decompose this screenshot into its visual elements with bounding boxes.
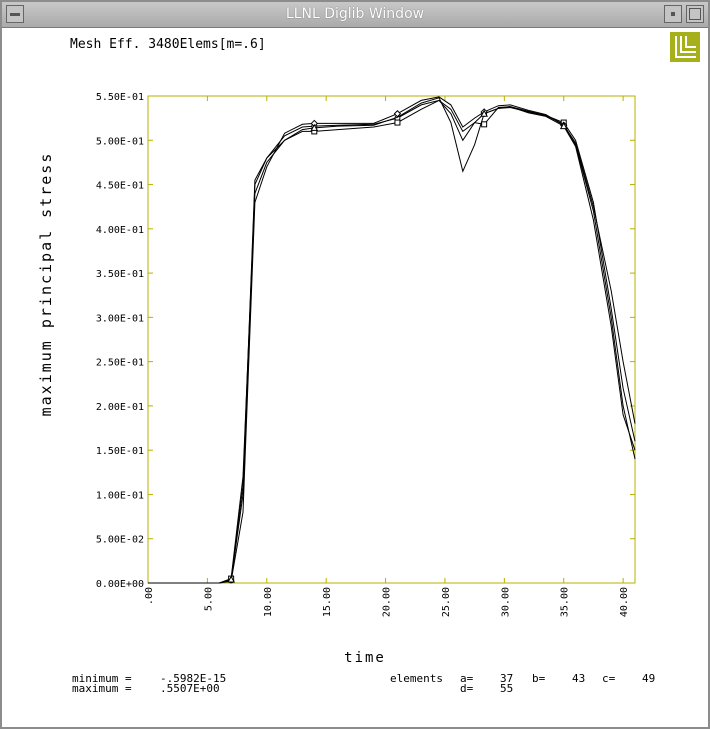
x-tick-label: 25.00 [441, 587, 452, 617]
y-axis-label: maximum principal stress [37, 152, 55, 417]
y-tick-label: 0.00E+00 [96, 579, 144, 590]
element-c-value: 49 [642, 672, 655, 685]
element-a-value: 37 [500, 672, 513, 685]
y-tick-label: 5.00E-02 [96, 535, 144, 546]
window-title: LLNL Diglib Window [285, 6, 425, 22]
y-tick-label: 2.00E-01 [96, 402, 144, 413]
minimum-label: minimum = [72, 672, 132, 685]
element-b-label: b= [532, 672, 546, 685]
x-axis: .00 5.00 10.00 15.00 20.00 25.00 30.00 35.00 40.… [144, 96, 630, 617]
y-tick-label: 5.50E-01 [96, 92, 144, 103]
series-line-a [148, 99, 636, 584]
series-line-d [148, 97, 636, 584]
y-tick-label: 3.50E-01 [96, 269, 144, 280]
series-line-c [148, 96, 636, 584]
x-tick-label: 10.00 [263, 587, 274, 617]
y-tick-label: 1.00E-01 [96, 490, 144, 501]
x-tick-label: 40.00 [619, 587, 630, 617]
series-marker-d [310, 123, 319, 131]
series-marker-b [394, 119, 401, 126]
y-tick-label: 3.00E-01 [96, 313, 144, 324]
minimize-icon[interactable] [664, 5, 682, 23]
chart-title: Mesh Eff. 3480Elems[m=.6] [70, 37, 266, 52]
x-tick-label: 5.00 [203, 587, 214, 611]
maximum-label: maximum = [72, 682, 132, 695]
series-marker-d [227, 575, 235, 583]
series-line-b [148, 99, 636, 584]
series-marker-d [480, 109, 488, 117]
minimum-value: -.5982E-15 [160, 672, 226, 685]
window-menu-icon[interactable] [6, 5, 24, 23]
maximize-icon[interactable] [686, 5, 704, 23]
element-b-value: 43 [572, 672, 585, 685]
title-bar[interactable]: LLNL Diglib Window [2, 2, 708, 28]
y-tick-label: 5.00E-01 [96, 136, 144, 147]
element-d-label: d= [460, 682, 474, 695]
llnl-logo-icon [670, 32, 700, 62]
y-tick-label: 4.00E-01 [96, 225, 144, 236]
series-marker-d [559, 122, 568, 130]
element-c-label: c= [602, 672, 616, 685]
elements-label: elements [390, 672, 443, 685]
x-tick-label: .00 [144, 587, 155, 605]
x-axis-label: time [344, 650, 386, 666]
elements-block: elements a= 37 b= 43 c= 49 d= 55 [390, 672, 655, 695]
y-axis: 0.00E+00 5.00E-02 1.00E-01 1.50E-01 2.00E-01… [96, 92, 635, 590]
stats-block: minimum = -.5982E-15 maximum = .5507E+00 [72, 672, 226, 695]
x-tick-label: 15.00 [322, 587, 333, 617]
y-tick-label: 1.50E-01 [96, 446, 144, 457]
series-marker-b [481, 121, 488, 128]
x-tick-label: 35.00 [560, 587, 571, 617]
element-d-value: 55 [500, 682, 513, 695]
x-tick-label: 30.00 [500, 587, 511, 617]
y-tick-label: 4.50E-01 [96, 181, 144, 192]
maximum-value: .5507E+00 [160, 682, 220, 695]
series-layer [148, 96, 636, 584]
x-tick-label: 20.00 [382, 587, 393, 617]
element-a-label: a= [460, 672, 474, 685]
y-tick-label: 2.50E-01 [96, 358, 144, 369]
plot-frame [147, 95, 636, 584]
